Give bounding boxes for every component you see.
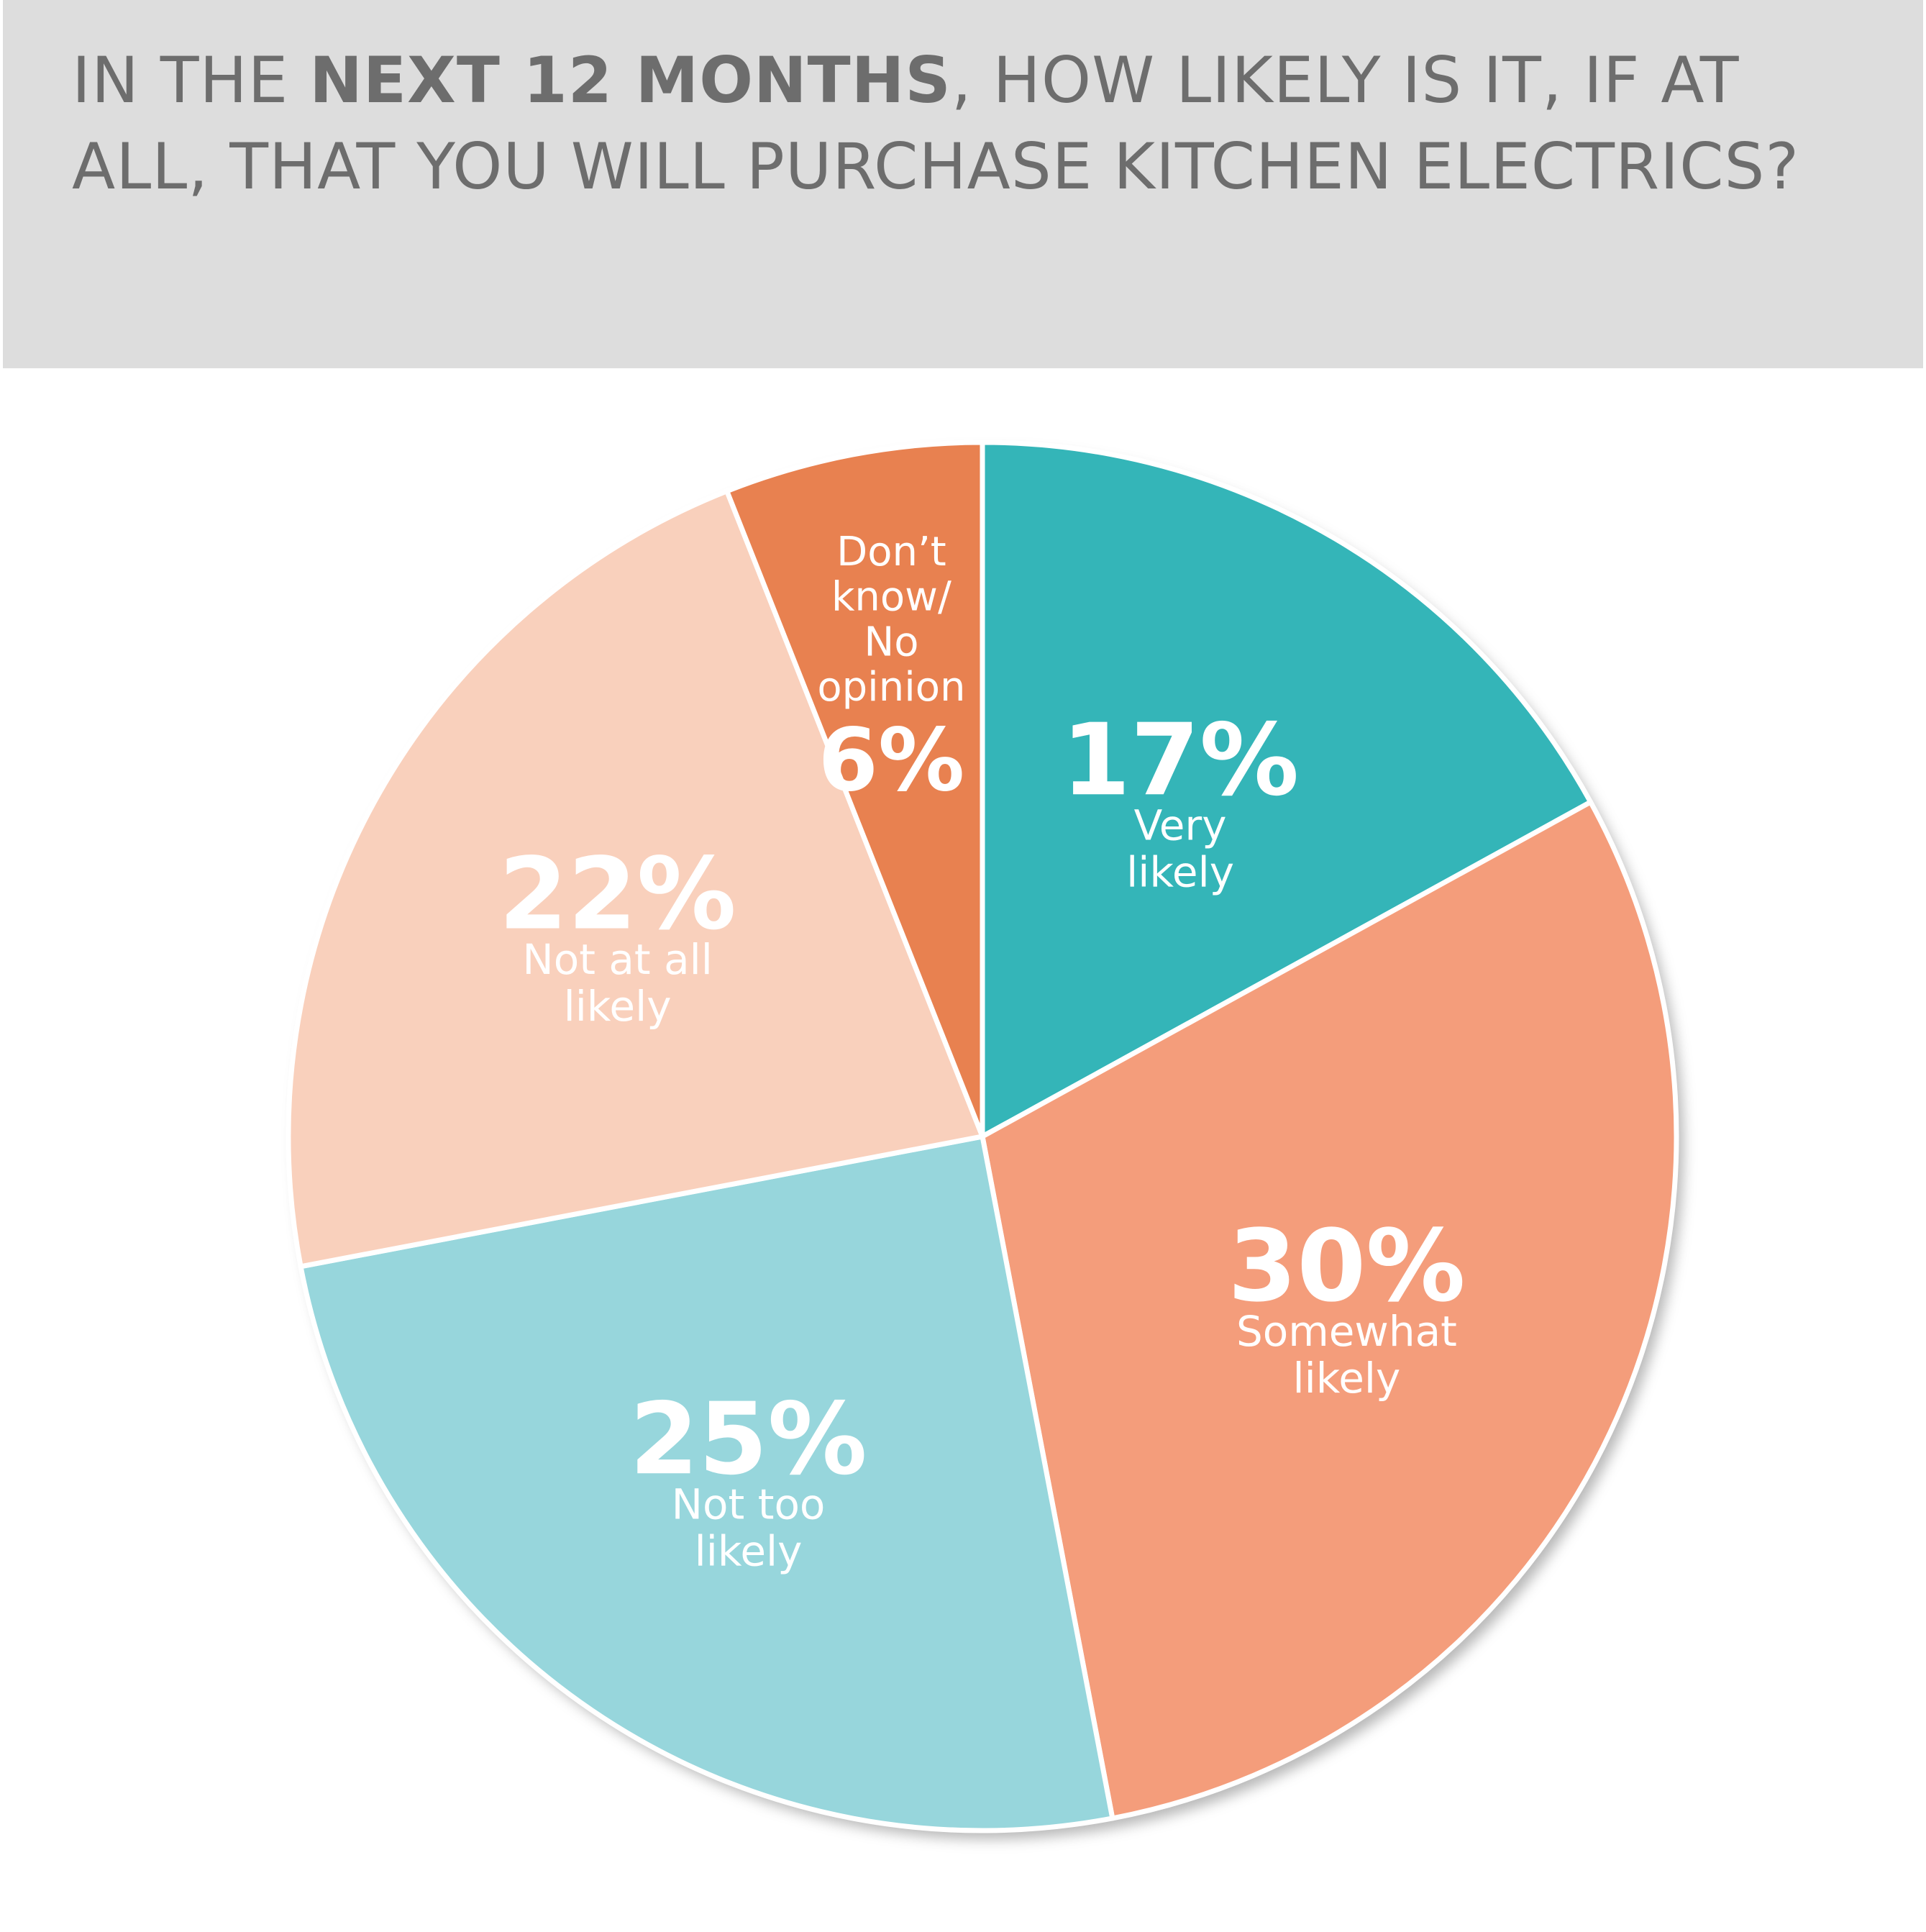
pie-slices bbox=[286, 439, 1679, 1833]
title-part-1: IN THE bbox=[72, 43, 310, 117]
slice-category-label: Very bbox=[1134, 801, 1227, 850]
slice-category-label: Not at all bbox=[522, 935, 713, 984]
chart-title: IN THE NEXT 12 MONTHS, HOW LIKELY IS IT,… bbox=[72, 37, 1884, 210]
slice-category-label: know/ bbox=[831, 574, 951, 621]
slice-value-label: 6% bbox=[818, 711, 965, 811]
slice-category-label: likely bbox=[1292, 1354, 1400, 1403]
slice-category-label: Somewhat bbox=[1236, 1307, 1457, 1356]
slice-value-label: 17% bbox=[1062, 702, 1299, 818]
pie-slice-don-t-know-no-opinion bbox=[724, 439, 985, 1139]
slice-value-label: 30% bbox=[1228, 1208, 1465, 1324]
slice-category-label: likely bbox=[1126, 848, 1234, 897]
title-banner: IN THE NEXT 12 MONTHS, HOW LIKELY IS IT,… bbox=[3, 0, 1923, 368]
slice-category-label: likely bbox=[564, 982, 672, 1031]
title-part-2: , HOW LIKELY IS IT, IF AT ALL, THAT YOU … bbox=[72, 43, 1800, 204]
pie-slice-not-too-likely bbox=[298, 1134, 1115, 1833]
pie-slice-very-likely bbox=[980, 439, 1594, 1139]
slice-value-label: 22% bbox=[498, 836, 736, 952]
slice-category-label: likely bbox=[695, 1527, 803, 1576]
title-emphasis: NEXT 12 MONTHS bbox=[309, 43, 951, 117]
slice-value-label: 25% bbox=[629, 1381, 867, 1497]
slice-category-label: opinion bbox=[817, 664, 965, 711]
pie-slice-not-at-all-likely bbox=[286, 488, 985, 1270]
slice-category-label: Not too bbox=[672, 1480, 826, 1529]
pie-slice-somewhat-likely bbox=[980, 799, 1679, 1821]
slice-category-label: No bbox=[864, 619, 918, 665]
slice-category-label: Don’t bbox=[836, 529, 946, 575]
